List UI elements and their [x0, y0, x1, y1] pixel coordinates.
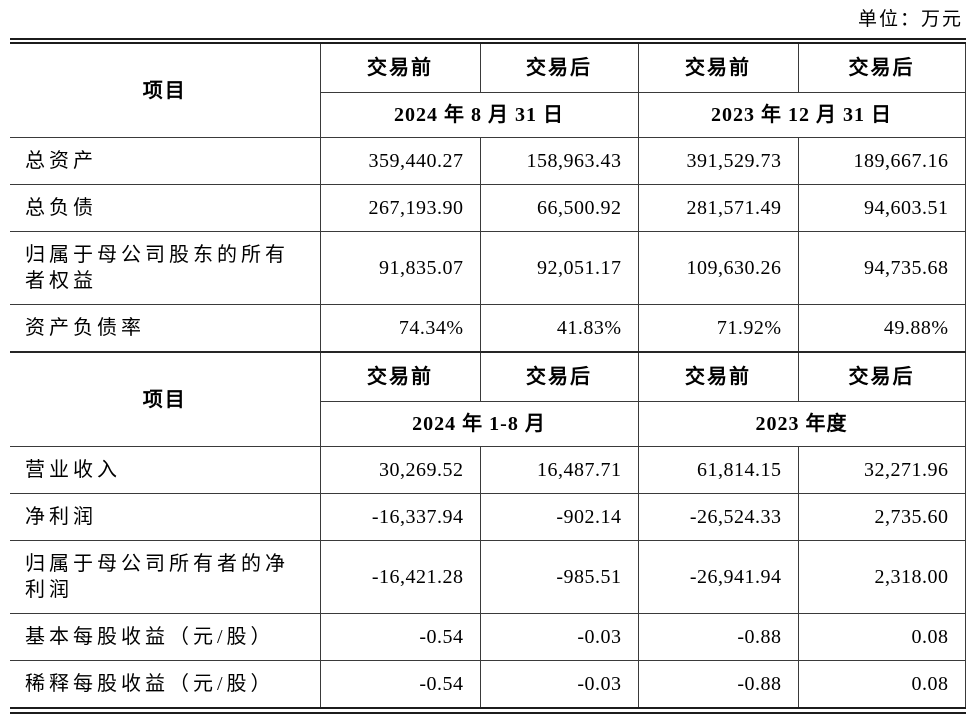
value-cell: 359,440.27 — [319, 137, 481, 185]
period-header-cell: 2023 年 12 月 31 日 — [637, 92, 966, 138]
value-cell: 189,667.16 — [797, 137, 966, 185]
value-cell: 391,529.73 — [637, 137, 799, 185]
item-header-cell: 项目 — [10, 351, 321, 447]
row-label-cell: 净利润 — [10, 493, 321, 541]
period-header-cell: 2023 年度 — [637, 401, 966, 447]
row-label-cell: 总资产 — [10, 137, 321, 185]
table-header-row: 项目 交易前 交易后 交易前 交易后 — [10, 351, 966, 447]
col-header-cell: 交易后 — [479, 40, 639, 93]
col-header-cell: 交易前 — [319, 40, 481, 93]
table-row: 净利润 -16,337.94 -902.14 -26,524.33 2,735.… — [10, 493, 966, 541]
value-cell: -985.51 — [479, 540, 639, 614]
value-cell: 267,193.90 — [319, 184, 481, 232]
value-cell: -0.03 — [479, 660, 639, 711]
row-label-cell: 资产负债率 — [10, 304, 321, 353]
value-cell: -16,421.28 — [319, 540, 481, 614]
value-cell: -0.54 — [319, 613, 481, 661]
table-header-row: 2024 年 1-8 月 2023 年度 — [10, 401, 966, 447]
period-header-cell: 2024 年 1-8 月 — [319, 401, 639, 447]
financial-comparison-table: 项目 交易前 交易后 交易前 交易后 2024 年 8 月 31 日 2023 … — [10, 38, 966, 714]
col-header-cell: 交易后 — [797, 40, 966, 93]
col-header-cell: 交易前 — [637, 351, 799, 402]
value-cell: 71.92% — [637, 304, 799, 353]
value-cell: -26,941.94 — [637, 540, 799, 614]
col-header-cell: 交易前 — [637, 40, 799, 93]
row-label-cell: 总负债 — [10, 184, 321, 232]
value-cell: 0.08 — [797, 660, 966, 711]
value-cell: 30,269.52 — [319, 446, 481, 494]
value-cell: 61,814.15 — [637, 446, 799, 494]
table-row: 总负债 267,193.90 66,500.92 281,571.49 94,6… — [10, 184, 966, 232]
col-header-cell: 交易后 — [797, 351, 966, 402]
value-cell: 94,735.68 — [797, 231, 966, 305]
unit-label: 单位：万元 — [857, 9, 963, 30]
table-row: 归属于母公司所有者的净利润 -16,421.28 -985.51 -26,941… — [10, 540, 966, 614]
col-header-cell: 交易后 — [479, 351, 639, 402]
value-cell: 32,271.96 — [797, 446, 966, 494]
col-header-cell: 交易前 — [319, 351, 481, 402]
table-header-row: 项目 交易前 交易后 交易前 交易后 — [10, 40, 966, 138]
value-cell: 16,487.71 — [479, 446, 639, 494]
table-row: 营业收入 30,269.52 16,487.71 61,814.15 32,27… — [10, 446, 966, 494]
value-cell: -0.03 — [479, 613, 639, 661]
value-cell: -26,524.33 — [637, 493, 799, 541]
table-row: 总资产 359,440.27 158,963.43 391,529.73 189… — [10, 137, 966, 185]
value-cell: -902.14 — [479, 493, 639, 541]
value-cell: 91,835.07 — [319, 231, 481, 305]
table-header-row: 2024 年 8 月 31 日 2023 年 12 月 31 日 — [10, 92, 966, 138]
value-cell: 66,500.92 — [479, 184, 639, 232]
value-cell: -0.88 — [637, 660, 799, 711]
value-cell: 41.83% — [479, 304, 639, 353]
value-cell: 2,318.00 — [797, 540, 966, 614]
item-header-cell: 项目 — [10, 40, 321, 138]
value-cell: -0.54 — [319, 660, 481, 711]
row-label-cell: 稀释每股收益（元/股） — [10, 660, 321, 711]
value-cell: -0.88 — [637, 613, 799, 661]
value-cell: 74.34% — [319, 304, 481, 353]
value-cell: 281,571.49 — [637, 184, 799, 232]
value-cell: 158,963.43 — [479, 137, 639, 185]
row-label-cell: 基本每股收益（元/股） — [10, 613, 321, 661]
value-cell: 92,051.17 — [479, 231, 639, 305]
value-cell: 49.88% — [797, 304, 966, 353]
value-cell: 109,630.26 — [637, 231, 799, 305]
table-row: 基本每股收益（元/股） -0.54 -0.03 -0.88 0.08 — [10, 613, 966, 661]
table-row: 归属于母公司股东的所有者权益 91,835.07 92,051.17 109,6… — [10, 231, 966, 305]
value-cell: 94,603.51 — [797, 184, 966, 232]
row-label-cell: 归属于母公司股东的所有者权益 — [10, 231, 321, 305]
table-row: 稀释每股收益（元/股） -0.54 -0.03 -0.88 0.08 — [10, 660, 966, 711]
period-header-cell: 2024 年 8 月 31 日 — [319, 92, 639, 138]
value-cell: 2,735.60 — [797, 493, 966, 541]
value-cell: 0.08 — [797, 613, 966, 661]
table-row: 资产负债率 74.34% 41.83% 71.92% 49.88% — [10, 304, 966, 353]
value-cell: -16,337.94 — [319, 493, 481, 541]
row-label-cell: 营业收入 — [10, 446, 321, 494]
row-label-cell: 归属于母公司所有者的净利润 — [10, 540, 321, 614]
